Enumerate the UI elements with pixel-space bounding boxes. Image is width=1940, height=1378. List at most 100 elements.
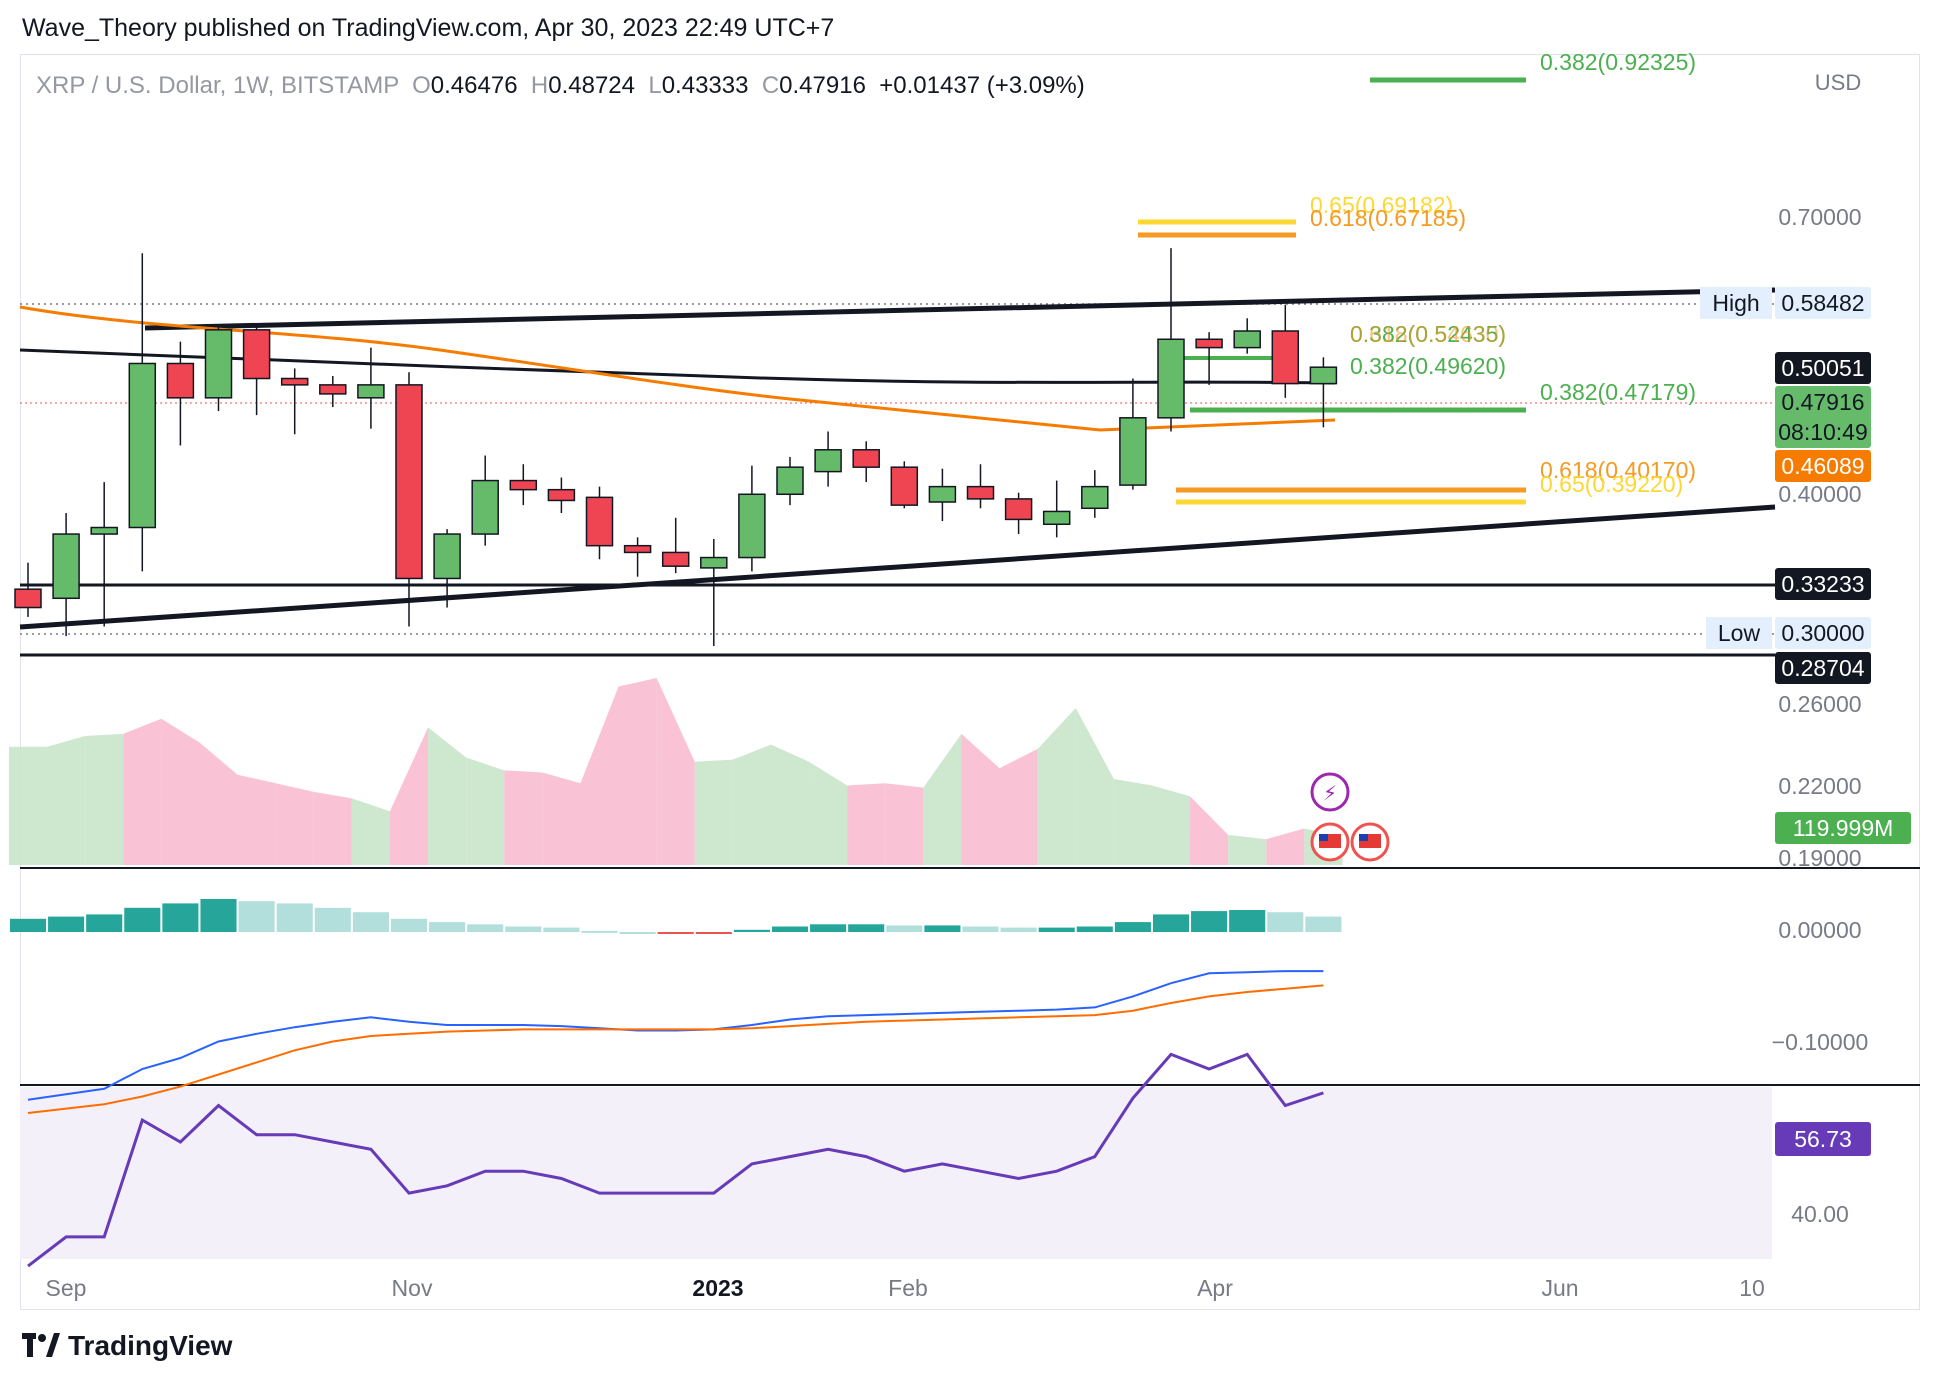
volume-bar [161, 718, 200, 865]
macd-histogram-bar [1076, 926, 1113, 932]
candle-body [1271, 330, 1300, 385]
volume-bar [1228, 834, 1267, 865]
candle-body [242, 329, 271, 380]
x-tick-label: 10 [1739, 1275, 1765, 1301]
candle-body [509, 479, 538, 491]
volume-value-label: 119.999M [1793, 815, 1894, 841]
candlestick-series [14, 248, 1338, 646]
macd-histogram-bar [924, 925, 961, 932]
candle-body [14, 588, 42, 609]
low-tag-badge [1706, 617, 1772, 649]
high-tag-label: High [1712, 290, 1759, 316]
volume-bar [389, 727, 429, 865]
fib-label: 0.618(0.54630) [1350, 321, 1506, 347]
macd-histogram-bar [200, 899, 237, 932]
candle-body [395, 384, 423, 580]
macd-histogram-bar [1000, 927, 1037, 932]
x-tick-label: Sep [46, 1275, 87, 1301]
y-tick-label: 0.19000 [1778, 845, 1861, 871]
support-1-price-label: 0.33233 [1781, 571, 1864, 597]
symbol-title[interactable]: XRP / U.S. Dollar, 1W, BITSTAMP [36, 72, 399, 99]
macd-histogram-bar [48, 916, 85, 932]
macd-histogram-bar [238, 901, 275, 932]
macd-histogram-bar [962, 926, 999, 932]
support-2-price-label: 0.28704 [1781, 655, 1864, 681]
candle-body [852, 449, 880, 468]
volume-bar [199, 742, 238, 865]
macd-histogram-bar [543, 927, 580, 932]
fib-label: 0.65(0.69182) [1310, 192, 1453, 218]
volume-bar [123, 718, 162, 865]
candle-body [547, 488, 576, 502]
macd-histogram-bar [810, 924, 847, 932]
candle-body [280, 377, 309, 386]
macd-histogram-bar [695, 932, 732, 934]
ohlc-legend: XRP / U.S. Dollar, 1W, BITSTAMP O0.46476… [36, 72, 1085, 100]
us-flag-canton-icon [1319, 834, 1328, 841]
volume-bar [847, 783, 886, 865]
candle-body [471, 479, 499, 535]
fib-label: 0.65(0.39220) [1540, 471, 1683, 497]
volume-bar [885, 783, 924, 865]
fib-label: 0.618(0.67185) [1310, 205, 1466, 231]
y-tick-label: 0.70000 [1778, 204, 1861, 230]
high-value: 0.48724 [548, 72, 635, 99]
macd-histogram-bar [352, 912, 389, 932]
high-tag-badge [1700, 287, 1772, 319]
x-tick-label: Jun [1541, 1275, 1578, 1301]
candle-body [1042, 510, 1071, 526]
candle-body [433, 533, 461, 580]
candle-body [1233, 330, 1261, 349]
support-1-price-badge [1775, 568, 1871, 600]
fib-label: 0.382(0.92325) [1540, 49, 1696, 75]
volume-bar [999, 748, 1038, 865]
x-tick-label: Apr [1197, 1275, 1233, 1301]
low-value: 0.43333 [661, 72, 749, 99]
candle-body [204, 329, 233, 399]
macd-histogram-bar [581, 930, 618, 933]
candle-body [128, 362, 157, 529]
volume-bar [351, 798, 390, 865]
candle-body [700, 556, 728, 569]
rsi-value-badge [1775, 1122, 1871, 1156]
macd-histogram-bar [124, 907, 161, 932]
high-label: H [530, 72, 549, 99]
change-value: +0.01437 (+3.09%) [879, 72, 1085, 99]
macd-histogram-bar [1267, 912, 1304, 932]
low-tag-label: Low [1718, 620, 1761, 646]
tradingview-brand[interactable]: TradingView [22, 1330, 232, 1362]
macd-histogram-bar [1038, 927, 1075, 932]
y-tick-label: 0.26000 [1778, 691, 1861, 717]
fib-label: 0.382(0.47179) [1540, 379, 1696, 405]
volume-bar [694, 759, 733, 865]
high-price-badge [1775, 287, 1871, 319]
macd-histogram-bar [429, 922, 466, 932]
macd-y-tick: −0.10000 [1772, 1029, 1869, 1055]
volume-bar [8, 746, 48, 865]
volume-bar [580, 686, 619, 865]
open-value: 0.46476 [430, 72, 518, 99]
macd-histogram-bar [1229, 910, 1266, 932]
rsi-y-tick: 40.00 [1791, 1201, 1849, 1227]
macd-histogram-bar [1191, 911, 1228, 932]
macd-histogram-bar [848, 924, 885, 932]
candle-body [1157, 338, 1185, 419]
macd-y-tick: 0.00000 [1778, 917, 1861, 943]
volume-bar [961, 733, 1000, 865]
close-label: C [761, 72, 780, 99]
macd-histogram-bar [619, 932, 656, 934]
candle-body [1309, 366, 1338, 385]
ma-orange-price-badge [1775, 450, 1871, 482]
macd-histogram-bar [657, 932, 694, 934]
lower-trendline [19, 504, 1776, 630]
candle-body [966, 485, 995, 500]
tradingview-logo-icon [22, 1333, 60, 1359]
volume-bar [542, 772, 581, 865]
volume-bar [47, 736, 86, 865]
close-value: 0.47916 [779, 72, 866, 99]
macd-histogram-bar [1114, 922, 1151, 932]
volume-bar [1190, 796, 1229, 865]
rsi-background [20, 1087, 1772, 1259]
volume-bar [313, 791, 352, 865]
